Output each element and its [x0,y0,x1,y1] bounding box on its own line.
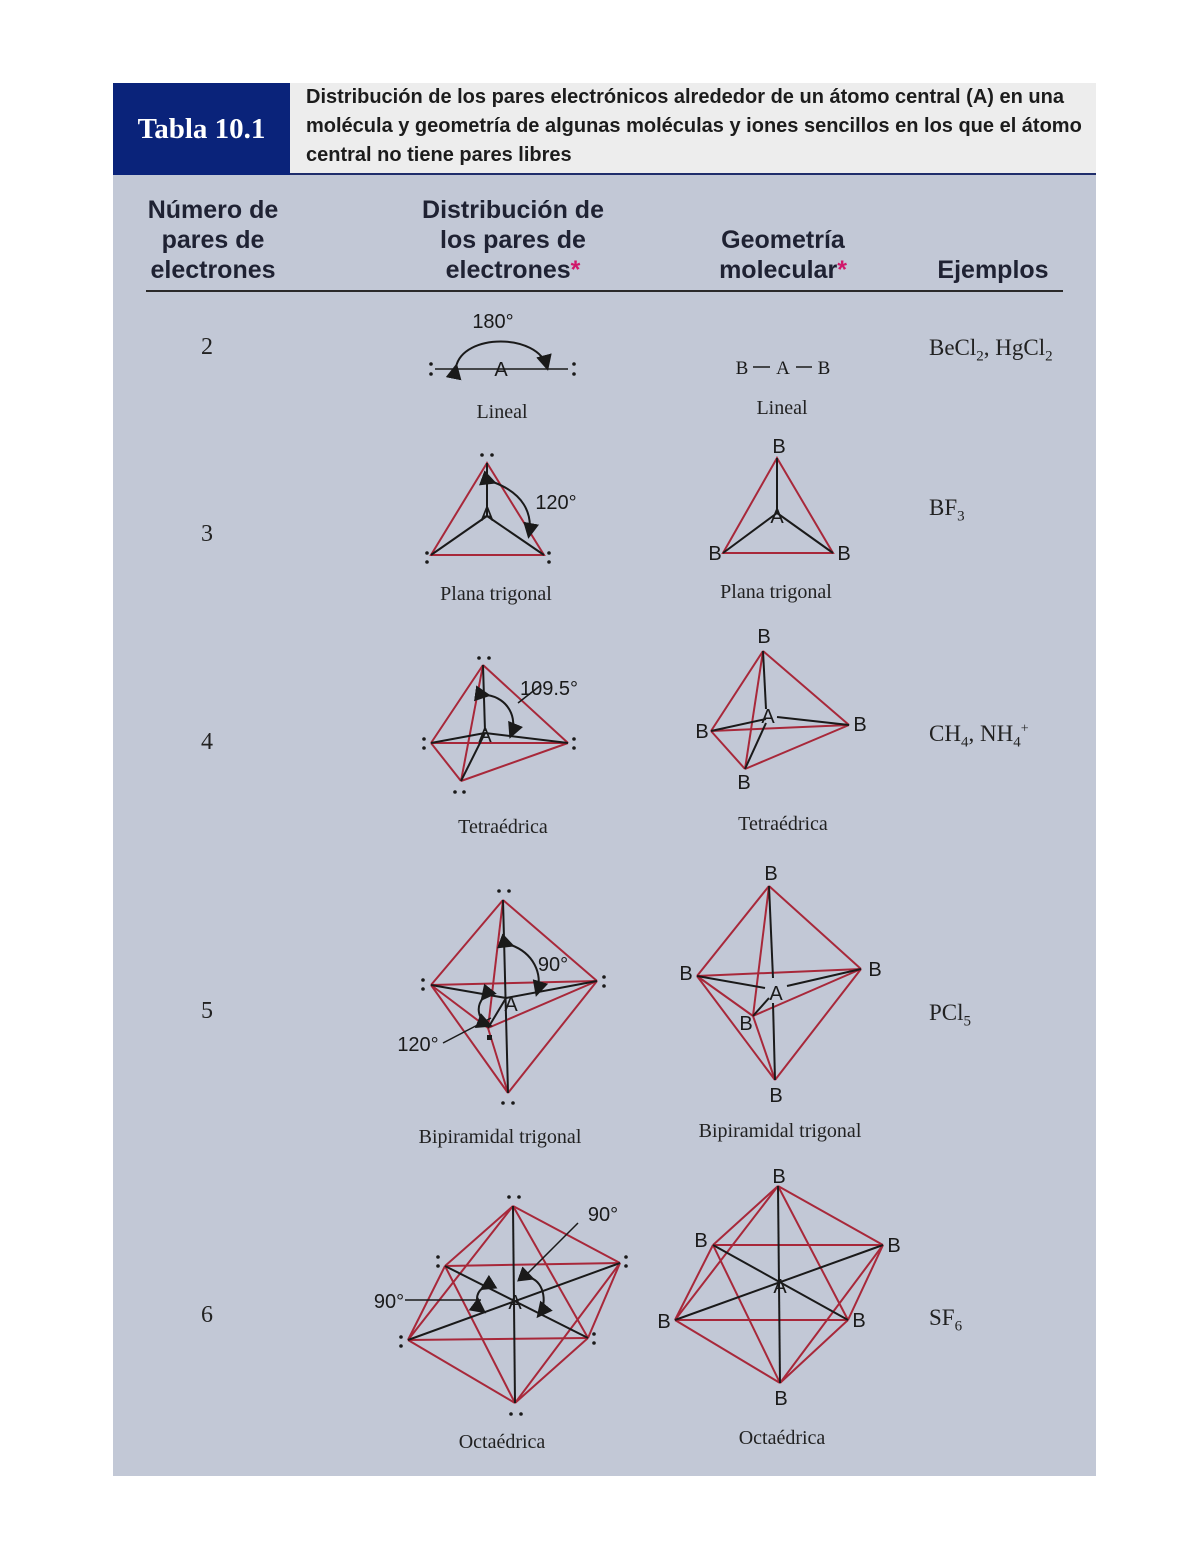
svg-text:B: B [769,1085,782,1107]
header-examples: Ejemplos [937,256,1049,284]
caption-arrangement: Octaédrica [458,1431,546,1453]
table-number: Tabla 10.1 [137,113,266,145]
example-row4: CH4, NH4+ [929,721,1029,751]
angle-label: 90° [538,954,568,976]
svg-text:B: B [708,543,721,565]
svg-text:A: A [773,1276,787,1298]
svg-text:B: B [818,358,831,379]
tetrahedral-arrangement-diagram: A 109.5° [422,656,578,794]
table-number-box: Tabla 10.1 [113,83,290,175]
svg-text:B: B [887,1235,900,1257]
svg-text:A: A [761,706,775,728]
central-atom-label: A [494,359,508,381]
header-pairs: Número de pares de electrones [147,196,279,284]
svg-text:A: A [776,358,790,379]
example-row3: BF3 [929,495,965,525]
caption-geometry: Lineal [756,397,808,419]
angle-label: 109.5° [520,678,578,700]
table-panel: Tabla 10.1 Distribución de los pares ele… [113,83,1096,1476]
svg-text:B: B [657,1311,670,1333]
svg-text:A: A [480,504,494,526]
row-number: 6 [201,1302,213,1328]
title-bar: Tabla 10.1 Distribución de los pares ele… [113,83,1096,175]
example-row5: PCl5 [929,1000,972,1030]
angle-label: 90° [374,1291,404,1313]
svg-text:B: B [739,1013,752,1035]
caption-arrangement: Plana trigonal [440,583,552,605]
molecule-figures: 180° A B A B A 120° [374,311,901,1416]
svg-text:B: B [772,436,785,458]
svg-text:A: A [769,983,783,1005]
svg-text:B: B [679,963,692,985]
svg-text:B: B [853,714,866,736]
angle-label: 120° [397,1034,438,1056]
angle-label: 180° [472,311,513,333]
svg-text:A: A [504,994,518,1016]
caption-arrangement: Bipiramidal trigonal [418,1126,582,1148]
octahedral-arrangement-diagram: A 90° 90° [374,1195,628,1416]
angle-label: 120° [535,492,576,514]
tetrahedral-geometry-diagram: A B B B B [695,626,866,794]
example-row6: SF6 [929,1305,963,1335]
linear-arrangement-diagram: 180° A [429,311,576,381]
svg-text:B: B [737,772,750,794]
svg-text:B: B [837,543,850,565]
table-caption: Distribución de los pares electrónicos a… [306,86,1082,166]
svg-text:B: B [852,1310,865,1332]
svg-text:B: B [694,1230,707,1252]
caption-geometry: Tetraédrica [738,813,828,835]
linear-geometry-diagram: B A B [736,358,831,379]
caption-geometry: Plana trigonal [720,581,832,603]
trigonal-planar-arrangement-diagram: A 120° [425,453,577,564]
trigonal-bipyramidal-arrangement-diagram: A 90° 120° [397,889,606,1105]
trigonal-bipyramidal-geometry-diagram: A B B B B B [679,863,881,1107]
svg-text:B: B [774,1388,787,1410]
svg-text:A: A [508,1292,522,1314]
header-arrangement: Distribución de los pares de electrones* [422,196,604,284]
caption-arrangement: Tetraédrica [458,816,548,838]
svg-text:B: B [757,626,770,648]
row-number: 2 [201,334,213,360]
svg-text:B: B [772,1166,785,1188]
row-number: 3 [201,521,213,547]
svg-text:B: B [736,358,749,379]
octahedral-geometry-diagram: A B B B B B B [657,1166,900,1410]
header-geometry: Geometría molecular* [719,226,847,284]
example-row2: BeCl2, HgCl2 [929,335,1053,365]
table-caption-box: Distribución de los pares electrónicos a… [290,83,1096,175]
angle-label: 90° [588,1204,618,1226]
row-number: 4 [201,729,213,755]
trigonal-planar-geometry-diagram: A B B B [708,436,850,565]
svg-text:B: B [868,959,881,981]
svg-text:A: A [770,506,784,528]
svg-text:A: A [478,725,492,747]
caption-arrangement: Lineal [476,401,528,423]
svg-text:B: B [764,863,777,885]
caption-geometry: Octaédrica [738,1427,826,1449]
caption-geometry: Bipiramidal trigonal [698,1120,862,1142]
header-rule [146,290,1063,292]
row-number: 5 [201,998,213,1024]
svg-text:B: B [695,721,708,743]
